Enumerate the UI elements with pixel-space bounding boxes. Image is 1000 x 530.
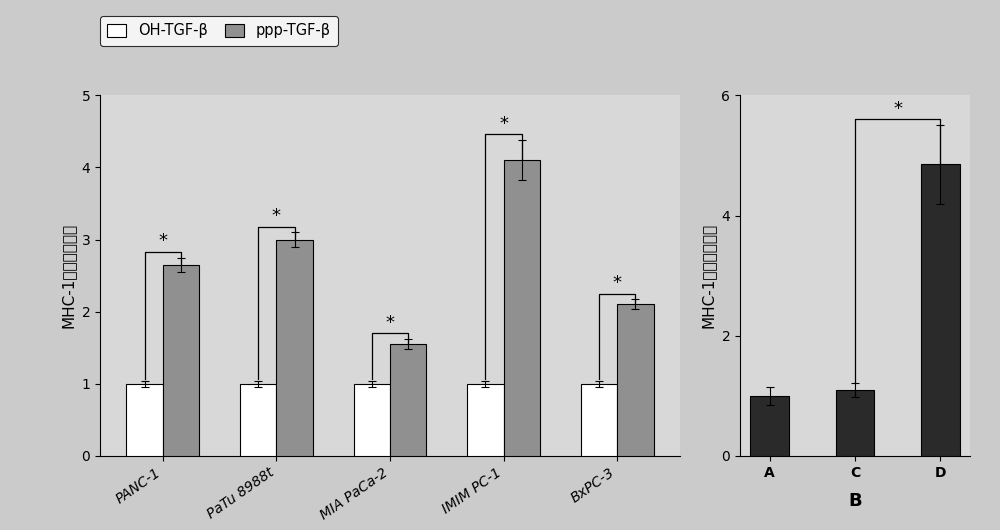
Text: *: * — [613, 274, 622, 292]
Bar — [354, 384, 390, 456]
Bar — [504, 160, 540, 456]
Bar — [836, 390, 874, 456]
Bar — [581, 384, 617, 456]
Y-axis label: MHC-1（增加倍数）: MHC-1（增加倍数） — [701, 223, 716, 328]
Bar — [163, 265, 199, 456]
Text: *: * — [893, 100, 902, 118]
Bar — [467, 384, 504, 456]
Bar — [276, 240, 313, 456]
Bar — [750, 396, 789, 456]
Bar — [126, 384, 163, 456]
Bar — [240, 384, 276, 456]
Y-axis label: MHC-1（增加倍数）: MHC-1（增加倍数） — [61, 223, 76, 328]
Bar — [617, 304, 654, 456]
Text: *: * — [158, 232, 167, 250]
Text: *: * — [272, 207, 281, 225]
Bar — [390, 344, 426, 456]
Bar — [921, 164, 960, 456]
Legend: OH-TGF-β, ppp-TGF-β: OH-TGF-β, ppp-TGF-β — [100, 16, 338, 46]
Text: B: B — [848, 492, 862, 510]
Text: *: * — [499, 115, 508, 133]
Text: *: * — [385, 314, 394, 332]
